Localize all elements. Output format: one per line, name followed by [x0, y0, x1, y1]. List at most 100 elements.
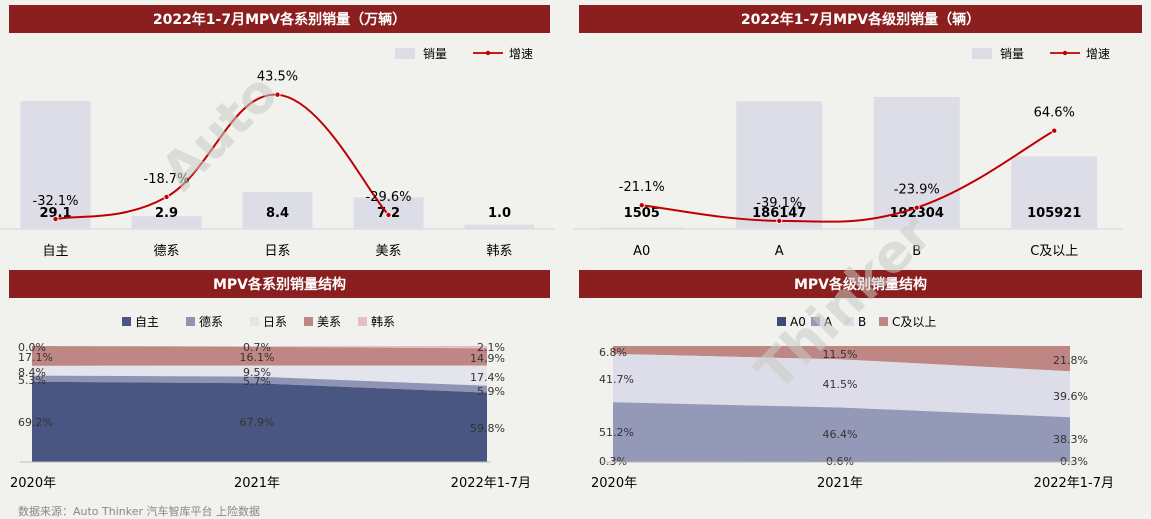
- chart3-data-label-3-0: 17.1%: [18, 351, 53, 364]
- chart1-category-label-2: 日系: [264, 244, 290, 259]
- chart2-value-label-2: 192304: [890, 206, 944, 221]
- chart2-bar-0: [598, 227, 685, 229]
- chart2-value-label-3: 105921: [1027, 206, 1081, 221]
- chart4-legend-swatch-1: [811, 317, 820, 326]
- chart4-data-label-3-0: 6.8%: [599, 346, 627, 359]
- chart1-growth-line: [55, 93, 390, 220]
- chart3-legend-label-3: 美系: [317, 315, 341, 329]
- footer-source: 数据来源：Auto Thinker 汽车智库平台 上险数据: [18, 505, 261, 518]
- chart2-growth-point-0: [638, 202, 645, 209]
- chart4-legend-label-0: A0: [790, 315, 806, 329]
- chart3-data-label-3-1: 16.1%: [240, 351, 275, 364]
- chart4-legend-swatch-0: [777, 317, 786, 326]
- chart1-value-label-1: 2.9: [155, 206, 178, 221]
- chart3-area-0: [32, 381, 487, 462]
- chart4-data-label-1-2: 38.3%: [1053, 433, 1088, 446]
- chart4-data-label-0-2: 0.3%: [1060, 455, 1088, 468]
- chart3-legend-label-1: 德系: [199, 314, 223, 329]
- chart3-legend-swatch-1: [186, 317, 195, 326]
- chart4-area-2: [613, 353, 1070, 418]
- chart3-legend-swatch-2: [250, 317, 259, 326]
- chart2-growth-point-2: [913, 204, 920, 211]
- chart2-growth-point-1: [776, 217, 783, 224]
- chart4-data-label-1-0: 51.2%: [599, 426, 634, 439]
- chart1-legend-bar-label: 销量: [423, 47, 447, 61]
- chart1-category-label-3: 美系: [375, 244, 401, 259]
- chart3-data-label-2-2: 17.4%: [470, 371, 505, 384]
- chart1-growth-label-1: -18.7%: [144, 172, 190, 187]
- chart4-x-tick-1: 2021年: [817, 476, 863, 491]
- chart4-legend-swatch-3: [879, 317, 888, 326]
- chart3-data-label-1-2: 5.9%: [477, 385, 505, 398]
- chart2-value-label-1: 186147: [752, 206, 806, 221]
- chart2-category-label-2: B: [912, 244, 921, 259]
- chart3-legend-label-4: 韩系: [371, 314, 395, 329]
- chart4-legend-label-2: B: [858, 315, 866, 329]
- chart2-bar-1: [736, 101, 823, 229]
- chart1-legend-bar-swatch: [395, 48, 415, 59]
- chart1-legend-line-label: 增速: [509, 47, 533, 61]
- chart3-title: MPV各系别销量结构: [9, 270, 550, 298]
- chart3-data-label-2-0: 8.4%: [18, 366, 46, 379]
- chart3-data-label-0-0: 69.2%: [18, 416, 53, 429]
- chart2-growth-line: [641, 129, 1055, 223]
- chart2-category-label-0: A0: [633, 244, 650, 259]
- chart3-data-label-4-2: 2.1%: [477, 341, 505, 354]
- chart3-data-label-4-1: 0.7%: [243, 341, 271, 354]
- chart1-bar-1: [131, 216, 202, 229]
- chart3-data-label-0-1: 67.9%: [240, 416, 275, 429]
- chart1-growth-label-0: -32.1%: [33, 194, 79, 209]
- chart1-value-label-2: 8.4: [266, 206, 289, 221]
- chart2-legend-bar-swatch: [972, 48, 992, 59]
- chart3-x-tick-1: 2021年: [234, 476, 280, 491]
- chart1-value-label-4: 1.0: [488, 206, 511, 221]
- chart1-growth-point-0: [52, 216, 59, 223]
- chart1-growth-label-2: 43.5%: [257, 70, 298, 85]
- chart1-bar-2: [242, 192, 313, 229]
- chart3-legend-swatch-0: [122, 317, 131, 326]
- chart4-data-label-3-2: 21.8%: [1053, 354, 1088, 367]
- chart1-growth-point-1: [163, 193, 170, 200]
- chart3-data-label-3-2: 14.9%: [470, 352, 505, 365]
- chart4-legend-swatch-2: [845, 317, 854, 326]
- chart2-legend-line-label: 增速: [1086, 47, 1110, 61]
- chart2-growth-label-1: -39.1%: [756, 196, 802, 211]
- chart1-growth-point-3: [385, 211, 392, 218]
- chart3-x-tick-0: 2020年: [10, 476, 56, 491]
- chart3-data-label-2-1: 9.5%: [243, 366, 271, 379]
- chart4-data-label-1-1: 46.4%: [823, 428, 858, 441]
- chart4-data-label-2-0: 41.7%: [599, 373, 634, 386]
- chart2-value-label-0: 1505: [624, 206, 660, 221]
- chart1-growth-point-2: [274, 91, 281, 98]
- chart2-legend-bar-label: 销量: [1000, 47, 1024, 61]
- chart2-growth-label-2: -23.9%: [894, 183, 940, 198]
- chart3-legend-label-0: 自主: [135, 315, 159, 329]
- chart1-bar-0: [20, 101, 91, 229]
- chart2-category-label-1: A: [775, 244, 784, 259]
- chart2-title: 2022年1-7月MPV各级别销量（辆）: [579, 5, 1142, 33]
- chart2-bar-3: [1011, 156, 1098, 229]
- chart2-growth-label-0: -21.1%: [619, 180, 665, 195]
- chart3-area-3: [32, 346, 487, 366]
- chart1-category-label-1: 德系: [153, 244, 179, 259]
- chart4-legend-label-1: A: [824, 315, 833, 329]
- chart1-legend-line-dot: [485, 50, 491, 56]
- chart3-legend-label-2: 日系: [263, 315, 287, 329]
- chart3-area-4: [32, 345, 487, 349]
- chart1-bar-4: [464, 224, 535, 229]
- chart4-legend-label-3: C及以上: [892, 315, 936, 329]
- chart2-growth-label-3: 64.6%: [1034, 106, 1075, 121]
- chart4-title: MPV各级别销量结构: [579, 270, 1142, 298]
- chart2-category-label-3: C及以上: [1030, 244, 1078, 259]
- chart3-area-1: [32, 375, 487, 393]
- chart3-legend-swatch-3: [304, 317, 313, 326]
- chart1-growth-label-3: -29.6%: [366, 190, 412, 205]
- chart4-data-label-2-1: 41.5%: [823, 378, 858, 391]
- chart3-x-tick-2: 2022年1-7月: [451, 476, 531, 491]
- chart4-area-1: [613, 402, 1070, 462]
- chart3-data-label-1-1: 5.7%: [243, 375, 271, 388]
- chart4-x-tick-0: 2020年: [591, 476, 637, 491]
- chart4-data-label-2-2: 39.6%: [1053, 390, 1088, 403]
- chart4-x-tick-2: 2022年1-7月: [1034, 476, 1114, 491]
